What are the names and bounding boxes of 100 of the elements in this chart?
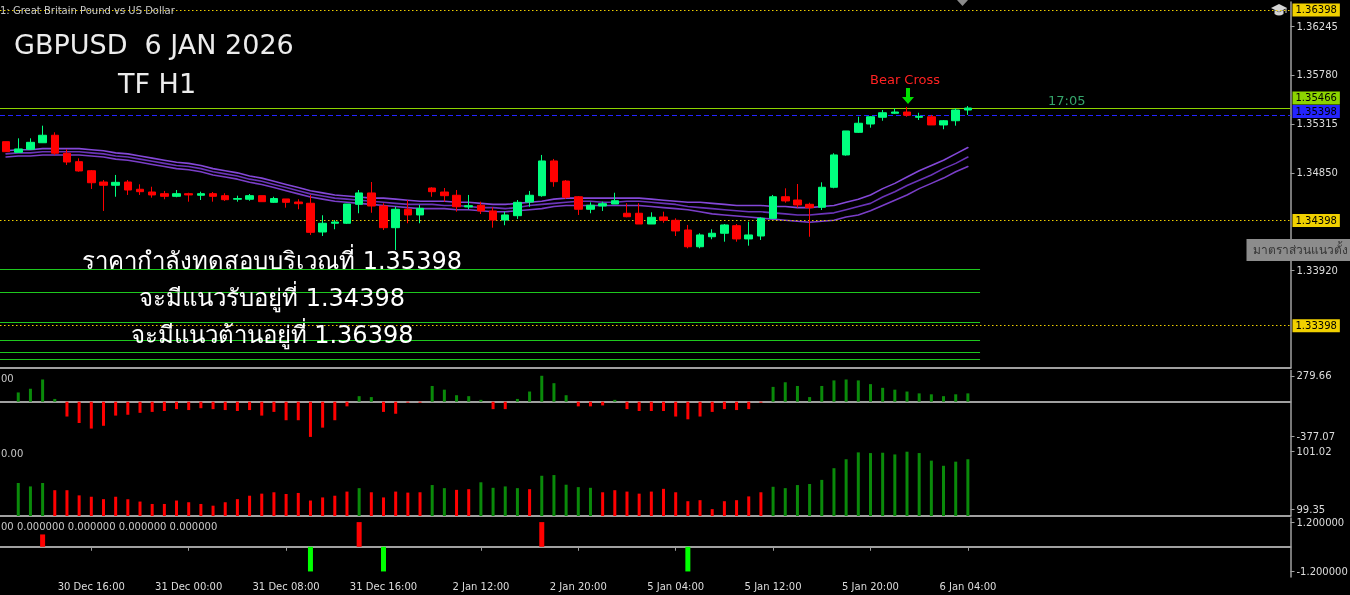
candlestick (732, 223, 741, 243)
candlestick (903, 106, 911, 118)
bar (771, 386, 775, 402)
candlestick (404, 199, 412, 224)
y-tick-label: 1.36245 (1296, 20, 1338, 32)
bar (674, 401, 678, 417)
candlestick (635, 202, 643, 225)
candlestick (367, 181, 376, 214)
bar (515, 398, 519, 402)
candlestick (148, 186, 156, 199)
candlestick (525, 190, 534, 208)
bar (637, 401, 641, 411)
bar (710, 401, 714, 412)
bar (881, 387, 885, 402)
bar (223, 401, 227, 411)
candlestick (221, 192, 229, 202)
bar (126, 401, 130, 415)
candlestick (26, 137, 35, 151)
candlestick (440, 187, 449, 203)
bar (211, 401, 215, 410)
bar (686, 401, 690, 420)
annotation: 17:05 (1048, 92, 1086, 108)
line-series (5, 154, 969, 224)
bar (966, 393, 970, 402)
candlestick (830, 152, 838, 189)
candlestick (209, 191, 217, 203)
candlestick (793, 183, 802, 209)
candlestick (184, 192, 193, 203)
y-tick-label: 1.33920 (1296, 265, 1338, 277)
line-series (5, 150, 969, 216)
candlestick (379, 202, 388, 231)
x-tick-label: 2 Jan 12:00 (452, 580, 510, 592)
bar (430, 385, 434, 402)
candlestick (781, 187, 790, 204)
bar (625, 401, 629, 410)
bar (248, 401, 252, 411)
candlestick (331, 219, 339, 230)
y-tick-label: 1.35780 (1296, 69, 1338, 81)
x-tick-label: 31 Dec 00:00 (155, 580, 223, 592)
bar (28, 388, 32, 402)
annotation: 00 0.000000 0.000000 0.000000 0.000000 (1, 520, 218, 532)
candlestick (160, 190, 169, 200)
annotation: มาตราส่วนแนวตั้ง (1252, 241, 1348, 257)
x-tick-label: 6 Jan 04:00 (939, 580, 997, 592)
bar (893, 389, 897, 402)
bar (552, 383, 556, 402)
y-tick-label: 1.35315 (1296, 118, 1338, 130)
candlestick (720, 223, 729, 243)
y-tick-label: -1.200000 (1296, 565, 1348, 577)
candlestick (671, 217, 680, 237)
bar (455, 395, 459, 402)
bar (284, 401, 288, 421)
candlestick (818, 181, 826, 211)
bar (832, 380, 836, 402)
candlestick (428, 186, 436, 198)
candlestick (452, 189, 461, 213)
ref-line-label: 1.35398 (1295, 105, 1337, 117)
candlestick (757, 216, 765, 241)
candlestick (477, 201, 485, 215)
bar (539, 522, 545, 547)
candlestick (343, 203, 351, 225)
bar (735, 401, 739, 411)
x-tick-label: 30 Dec 16:00 (57, 580, 125, 592)
candlestick (647, 211, 656, 225)
bar (685, 546, 691, 572)
candlestick (233, 195, 242, 203)
bar (795, 385, 799, 402)
bar (296, 401, 300, 421)
bar (442, 389, 446, 402)
bar (808, 397, 812, 402)
bar (53, 398, 57, 402)
bar (357, 396, 361, 402)
bar (187, 401, 191, 411)
bar (503, 401, 507, 410)
bar (722, 401, 726, 410)
bar (844, 379, 848, 402)
bar (369, 397, 373, 402)
bar (917, 393, 921, 402)
candlestick (63, 148, 71, 166)
bar (954, 394, 958, 402)
bar (101, 401, 105, 426)
candlestick (769, 194, 777, 220)
y-tick-label: 101.02 (1296, 446, 1332, 458)
candlestick (136, 183, 144, 196)
candlestick (550, 158, 558, 188)
bar (564, 395, 568, 402)
bar (235, 401, 239, 411)
y-tick-label: 1.34850 (1296, 167, 1338, 179)
y-tick-label: -377.07 (1296, 431, 1336, 443)
bar (929, 394, 933, 402)
bar (382, 401, 385, 412)
candlestick (501, 211, 509, 226)
bar (175, 401, 179, 410)
bar (260, 401, 264, 416)
ref-line-label: 1.33398 (1295, 320, 1337, 332)
bar (114, 401, 118, 416)
annotation: ราคากำลังทดสอบบริเวณที่ 1.35398 (82, 244, 462, 275)
bar (16, 392, 20, 402)
bar (138, 401, 142, 413)
y-tick-label: 1.200000 (1296, 516, 1345, 528)
